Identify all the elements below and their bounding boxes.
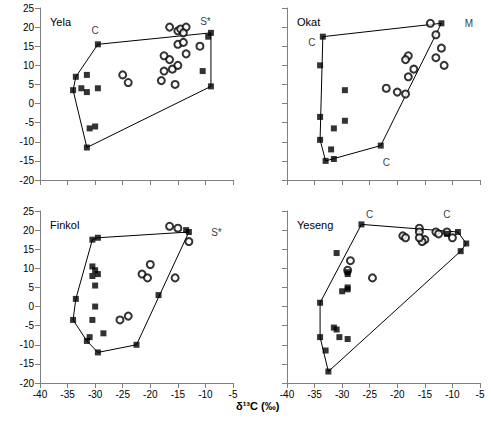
svg-text:-5: -5 [25,117,34,128]
svg-text:-30: -30 [88,389,103,400]
svg-text:C: C [383,157,390,168]
svg-text:-40: -40 [280,389,295,400]
svg-text:-20: -20 [390,389,405,400]
svg-text:C: C [308,37,315,48]
svg-text:10: 10 [23,263,35,274]
svg-text:-30: -30 [335,389,350,400]
svg-text:5: 5 [28,282,34,293]
svg-text:-35: -35 [60,389,75,400]
svg-text:20: 20 [23,22,35,33]
svg-text:-10: -10 [198,389,213,400]
svg-text:δ¹³C (‰): δ¹³C (‰) [236,400,280,412]
svg-text:-15: -15 [418,389,433,400]
svg-text:-10: -10 [20,339,35,350]
svg-text:Yela: Yela [50,16,72,28]
svg-text:25: 25 [23,3,35,14]
svg-text:-5: -5 [476,389,485,400]
svg-text:Yeseng: Yeseng [297,219,333,231]
svg-text:C: C [366,209,373,220]
svg-text:Okat: Okat [297,16,320,28]
svg-text:-10: -10 [445,389,460,400]
svg-text:-5: -5 [229,389,238,400]
svg-text:-15: -15 [20,358,35,369]
svg-text:-25: -25 [362,389,377,400]
svg-text:Finkol: Finkol [50,219,79,231]
svg-text:-40: -40 [33,389,48,400]
svg-text:-20: -20 [143,389,158,400]
svg-text:15: 15 [23,41,35,52]
svg-text:-25: -25 [115,389,130,400]
svg-text:-15: -15 [20,155,35,166]
svg-text:10: 10 [23,60,35,71]
svg-text:S*: S* [200,16,211,27]
svg-text:M: M [465,18,473,29]
svg-text:15: 15 [23,244,35,255]
svg-text:-20: -20 [20,378,35,389]
svg-text:-20: -20 [20,175,35,186]
svg-text:S*: S* [211,227,222,238]
svg-text:5: 5 [28,79,34,90]
svg-text:C: C [92,25,99,36]
svg-text:0: 0 [28,98,34,109]
svg-text:-35: -35 [307,389,322,400]
svg-text:25: 25 [23,206,35,217]
svg-text:-15: -15 [171,389,186,400]
svg-text:-10: -10 [20,136,35,147]
svg-text:-5: -5 [25,320,34,331]
svg-text:C: C [443,209,450,220]
svg-text:0: 0 [28,301,34,312]
svg-text:20: 20 [23,225,35,236]
